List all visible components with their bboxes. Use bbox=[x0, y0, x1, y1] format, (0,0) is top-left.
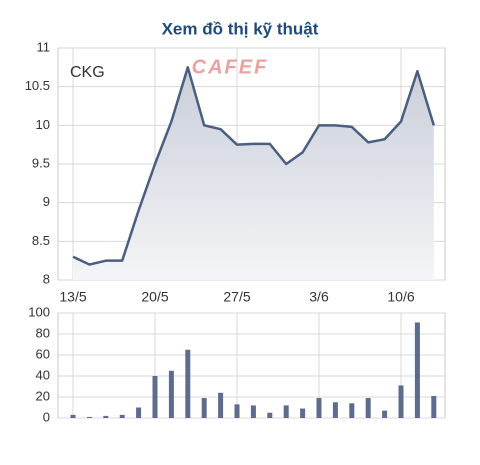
series-label: CKG bbox=[70, 64, 105, 81]
watermark: CAFEF bbox=[192, 56, 269, 78]
y-tick-label: 10 bbox=[36, 117, 50, 132]
y-tick-label: 20 bbox=[36, 388, 50, 403]
bar bbox=[103, 415, 109, 418]
bar bbox=[349, 403, 355, 418]
page-title: Xem đồ thị kỹ thuật bbox=[162, 19, 319, 38]
bar bbox=[86, 416, 92, 418]
y-tick-label: 100 bbox=[28, 304, 50, 319]
y-tick-label: 11 bbox=[37, 39, 51, 54]
x-tick-label: 3/6 bbox=[309, 289, 329, 305]
bar bbox=[365, 398, 371, 418]
bar bbox=[316, 398, 322, 418]
bar bbox=[234, 404, 240, 418]
bar bbox=[152, 376, 158, 418]
y-tick-label: 60 bbox=[36, 346, 50, 361]
area bbox=[73, 67, 434, 280]
bar bbox=[168, 370, 174, 418]
bar bbox=[201, 398, 207, 418]
plot-area bbox=[57, 312, 446, 419]
y-tick-label: 9.5 bbox=[32, 155, 50, 170]
y-tick-label: 9 bbox=[43, 194, 50, 209]
bar bbox=[119, 414, 125, 418]
bar bbox=[431, 395, 437, 418]
bar bbox=[218, 392, 224, 418]
y-tick-label: 10.5 bbox=[25, 78, 50, 93]
y-tick-label: 8 bbox=[43, 271, 50, 286]
y-tick-label: 0 bbox=[43, 409, 50, 424]
x-tick-label: 20/5 bbox=[141, 289, 168, 305]
y-tick-label: 80 bbox=[36, 325, 50, 340]
line bbox=[72, 66, 435, 266]
x-tick-label: 27/5 bbox=[223, 289, 250, 305]
x-tick-label: 10/6 bbox=[387, 289, 414, 305]
bar bbox=[300, 408, 306, 418]
bar bbox=[70, 414, 76, 418]
bar bbox=[250, 405, 256, 418]
bar bbox=[283, 405, 289, 418]
bar bbox=[267, 412, 273, 418]
bar bbox=[398, 385, 404, 418]
bar bbox=[136, 407, 142, 418]
bar bbox=[185, 349, 191, 418]
y-tick-label: 8.5 bbox=[32, 233, 50, 248]
bar bbox=[414, 322, 420, 418]
y-tick-label: 40 bbox=[36, 367, 50, 382]
bar bbox=[332, 402, 338, 418]
x-tick-label: 13/5 bbox=[59, 289, 86, 305]
bar bbox=[382, 410, 388, 418]
